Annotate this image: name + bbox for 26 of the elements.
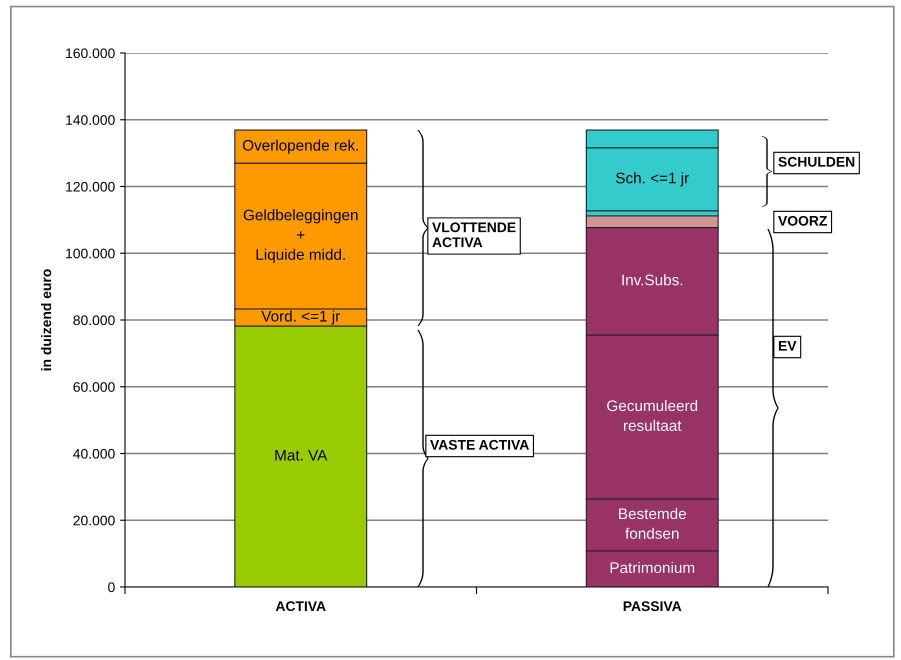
series-label: Overlopende rek.: [242, 139, 358, 154]
annotation: VOORZ: [778, 216, 827, 226]
y-tick-label: 140.000: [66, 115, 115, 125]
y-tick-label: 100.000: [66, 248, 115, 258]
series-label: Sch. <=1 jr: [616, 172, 689, 186]
annotation: EV: [778, 341, 796, 351]
annotation: VLOTTENDE ACTIVA: [432, 222, 516, 248]
y-tick-label: 80.000: [73, 315, 115, 326]
y-tick-label: 20.000: [74, 516, 115, 526]
y-tick-label: 40.000: [73, 448, 115, 459]
y-axis-title: in duizend euro: [41, 269, 52, 370]
annotation: SCHULDEN: [778, 156, 854, 167]
series-label: Patrimonium: [610, 562, 694, 574]
series-label: Inv.Subs.: [622, 274, 682, 286]
y-tick-label: 160.000: [66, 48, 115, 58]
x-tick-label: PASSIVA: [624, 601, 682, 612]
series-label: Gecumuleerd resultaat: [607, 400, 698, 431]
series-label: Mat. VA: [275, 450, 328, 461]
y-tick-label: 120.000: [66, 182, 115, 192]
series-label: Geldbeleggingen + Liquide midd.: [244, 209, 358, 263]
y-tick-label: 60.000: [74, 382, 115, 392]
series-label: Bestemde fondsen: [619, 508, 686, 539]
annotation: VASTE ACTIVA: [430, 440, 529, 450]
x-tick-label: ACTIVA: [276, 601, 326, 612]
y-tick-label: 0: [108, 582, 115, 592]
series-label: Vord. <=1 jr: [261, 310, 340, 325]
